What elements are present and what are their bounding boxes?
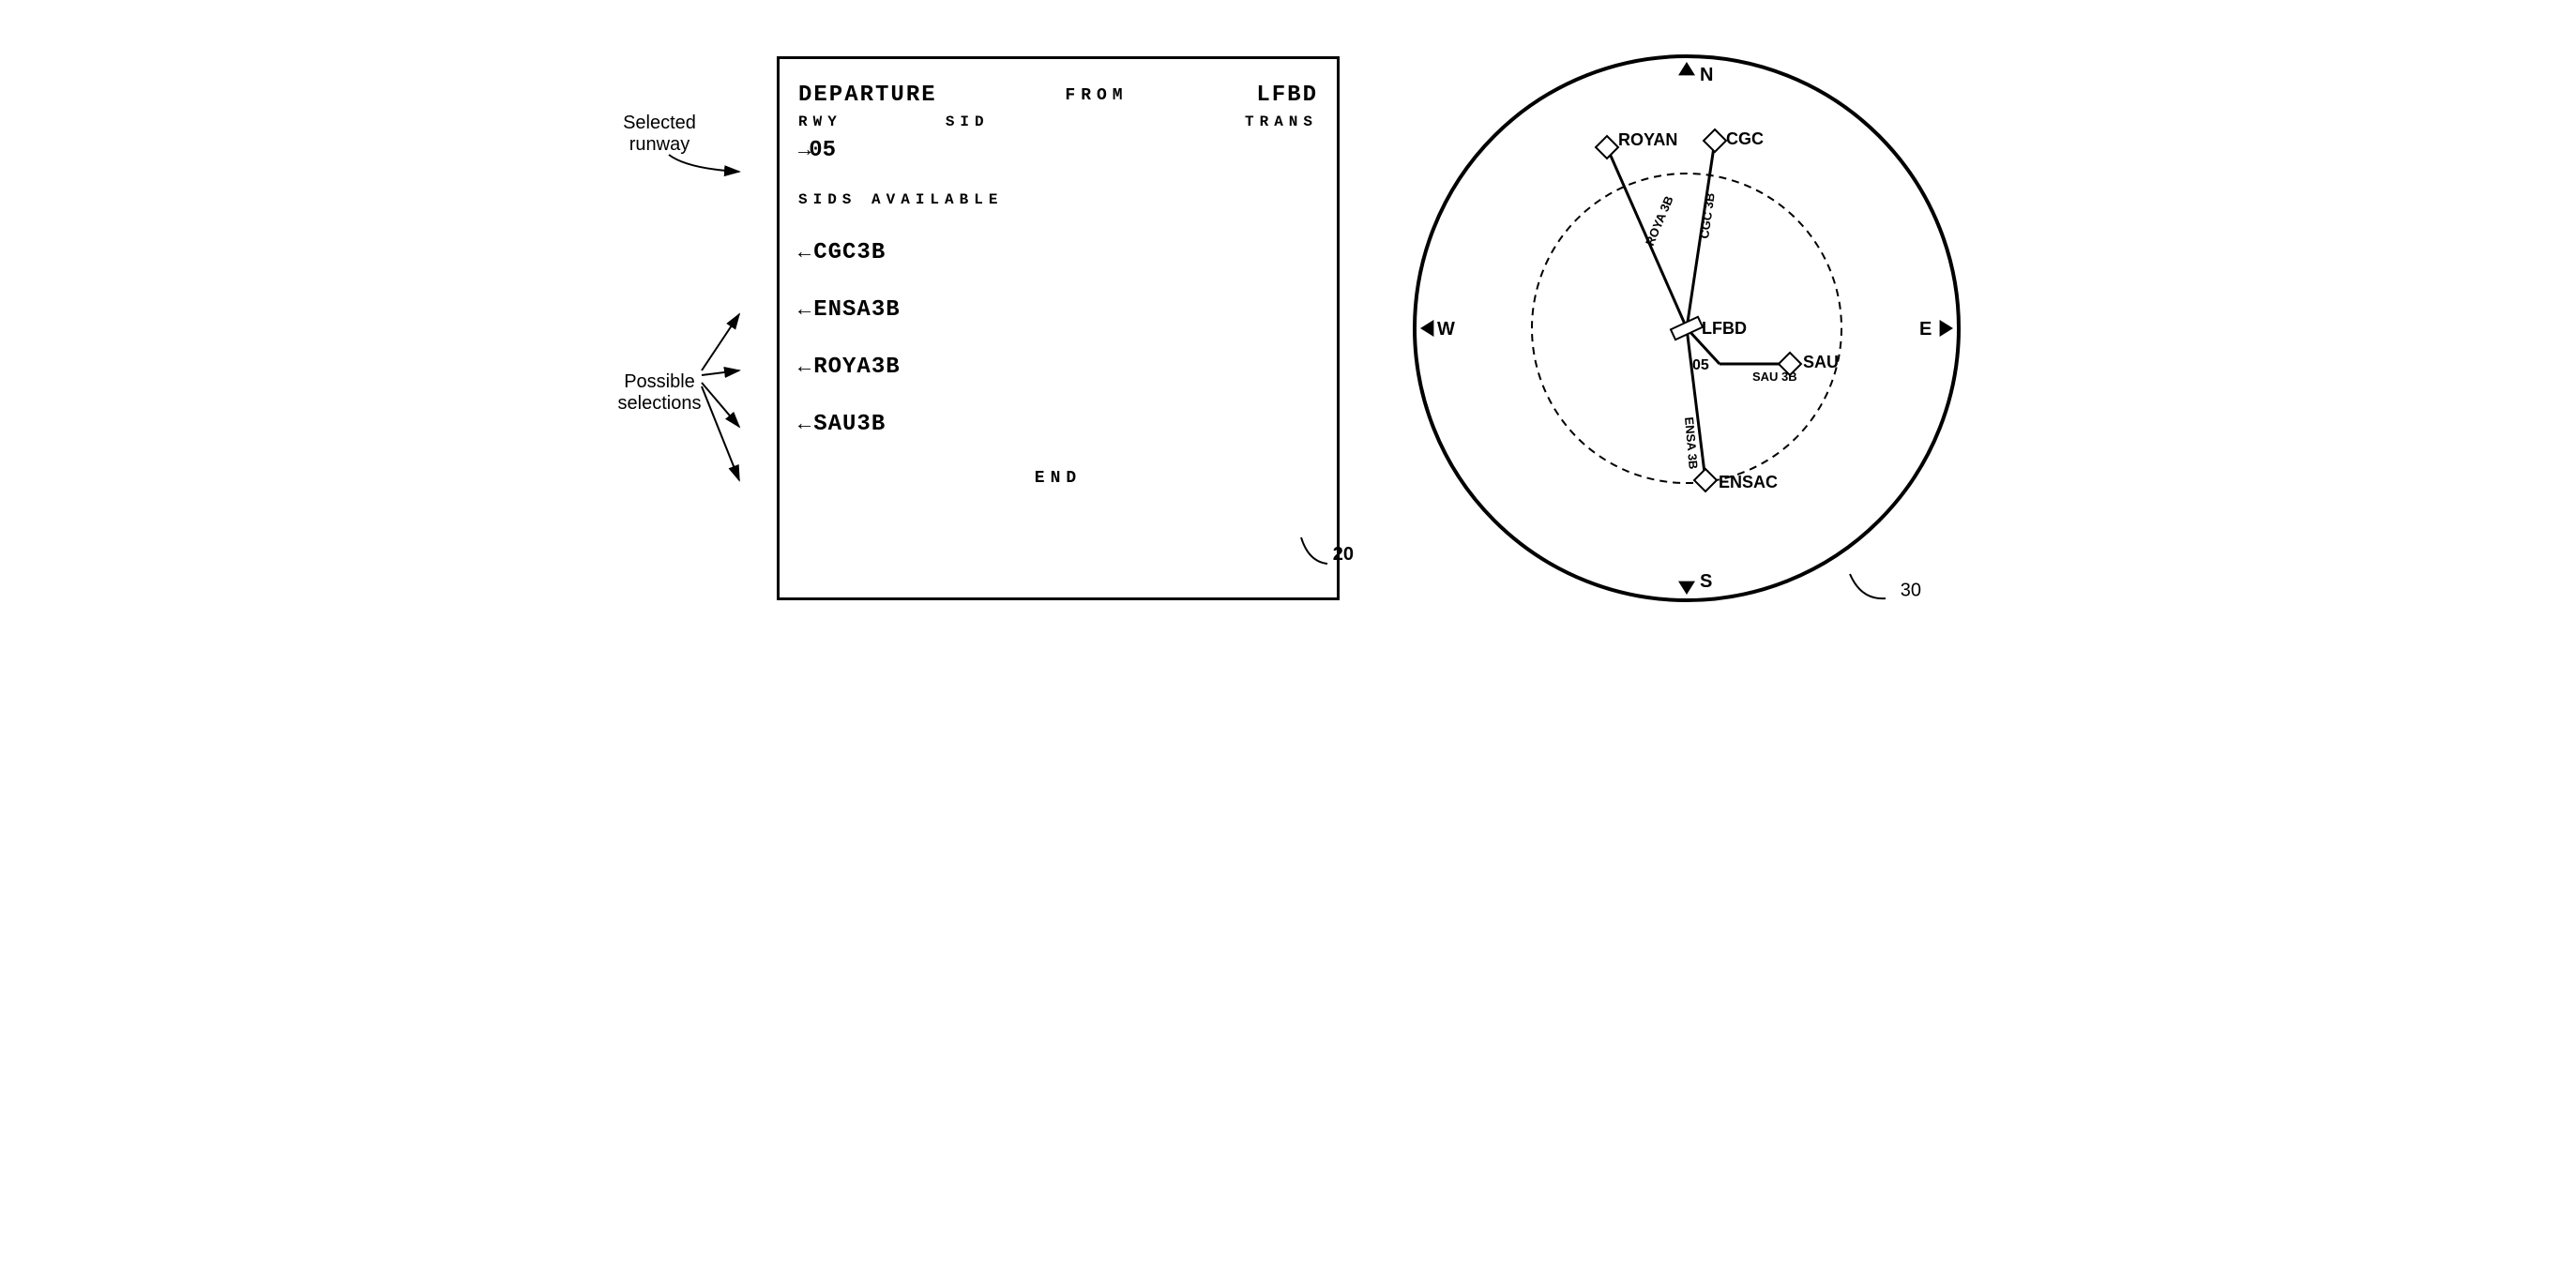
svg-text:E: E: [1919, 319, 1932, 340]
anno-text: Possible: [624, 371, 695, 392]
left-arrow-icon: ←: [798, 355, 811, 379]
panel-ref-callout: 20: [1299, 536, 1354, 573]
title-airport: LFBD: [1256, 83, 1318, 108]
callout-curve-icon: [1848, 572, 1895, 610]
title-departure: DEPARTURE: [798, 83, 937, 108]
svg-text:S: S: [1700, 571, 1712, 592]
sid-label: CGC3B: [813, 240, 886, 265]
anno-text: selections: [618, 393, 702, 414]
panel-title-row: DEPARTURE FROM LFBD: [798, 83, 1318, 108]
compass-ref-num: 30: [1901, 580, 1921, 600]
header-rwy: RWY: [798, 113, 842, 130]
sids-available-label: SIDS AVAILABLE: [798, 191, 1318, 208]
departure-panel: DEPARTURE FROM LFBD RWY SID TRANS →05 SI…: [777, 56, 1340, 600]
compass-display: NSEWROYA 3BCGC 3BSAU 3BENSA 3BLFBD05ROYA…: [1396, 38, 1977, 619]
title-from: FROM: [1065, 83, 1128, 108]
panel-ref-num: 20: [1333, 544, 1354, 566]
svg-text:SAU: SAU: [1803, 353, 1839, 371]
anno-text: runway: [629, 134, 689, 155]
svg-text:N: N: [1700, 65, 1713, 85]
selected-runway-value[interactable]: →05: [798, 138, 1318, 163]
left-annotations: Selected runway Possible selections: [599, 56, 720, 600]
left-arrow-icon: ←: [798, 298, 811, 322]
runway-text: 05: [809, 138, 836, 163]
panel-headers: RWY SID TRANS: [798, 113, 1318, 130]
possible-selections-annotation: Possible selections: [599, 371, 720, 415]
compass-svg: NSEWROYA 3BCGC 3BSAU 3BENSA 3BLFBD05ROYA…: [1396, 38, 1977, 619]
svg-text:ROYAN: ROYAN: [1618, 130, 1677, 149]
sid-label: ROYA3B: [813, 355, 900, 380]
svg-text:CGC: CGC: [1726, 129, 1764, 148]
svg-text:W: W: [1437, 319, 1455, 340]
svg-text:LFBD: LFBD: [1702, 319, 1747, 338]
compass-ref-callout: 30: [1848, 572, 1921, 610]
end-label: END: [798, 469, 1318, 488]
svg-text:ENSAC: ENSAC: [1719, 473, 1778, 491]
sid-option[interactable]: ←SAU3B: [798, 412, 1318, 437]
header-sid: SID: [946, 113, 990, 130]
left-arrow-icon: ←: [798, 413, 811, 436]
sid-option[interactable]: ←CGC3B: [798, 240, 1318, 265]
selected-runway-annotation: Selected runway: [599, 113, 720, 156]
sid-label: ENSA3B: [813, 297, 900, 323]
sid-option[interactable]: ←ROYA3B: [798, 355, 1318, 380]
svg-text:05: 05: [1692, 357, 1709, 373]
sid-option[interactable]: ←ENSA3B: [798, 297, 1318, 323]
header-trans: TRANS: [1245, 113, 1318, 130]
anno-text: Selected: [623, 113, 696, 133]
left-arrow-icon: ←: [798, 241, 811, 264]
callout-curve-icon: [1299, 536, 1337, 573]
sid-label: SAU3B: [813, 412, 886, 437]
